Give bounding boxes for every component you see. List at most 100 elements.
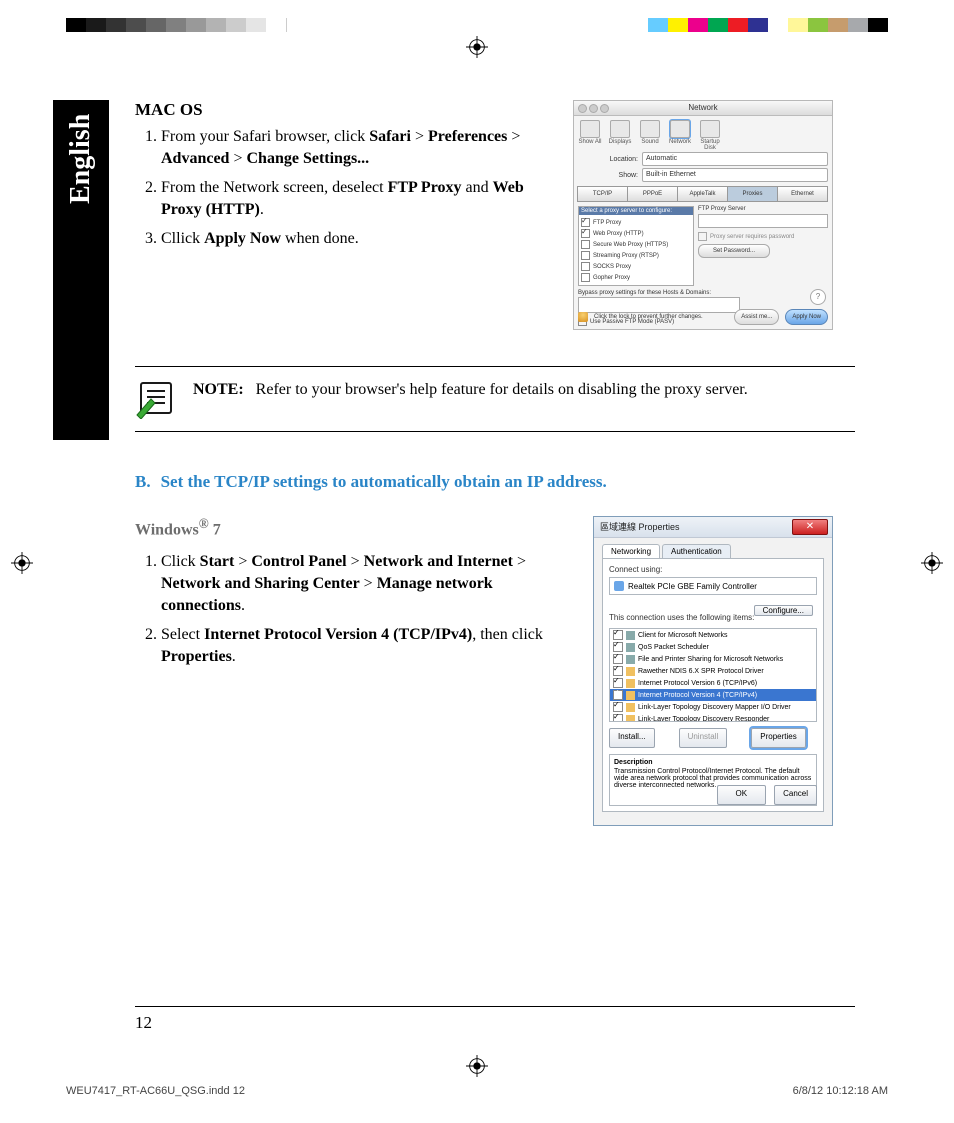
tab[interactable]: TCP/IP <box>577 186 628 202</box>
macos-heading: MAC OS <box>135 100 555 120</box>
toolbar-item[interactable]: Sound <box>638 120 662 148</box>
step-item: From the Network screen, deselect FTP Pr… <box>161 177 555 220</box>
checkbox-icon[interactable] <box>613 654 623 664</box>
checkbox-icon[interactable] <box>613 666 623 676</box>
location-label: Location: <box>578 156 638 163</box>
windows-subheading: Windows® 7 <box>135 516 575 539</box>
window-title: Network <box>688 103 717 112</box>
proxy-item[interactable]: Secure Web Proxy (HTTPS) <box>581 239 691 250</box>
swatch <box>266 18 287 32</box>
tab-authentication[interactable]: Authentication <box>662 544 731 558</box>
list-item[interactable]: Link-Layer Topology Discovery Mapper I/O… <box>610 701 816 713</box>
properties-button[interactable]: Properties <box>751 728 805 748</box>
window-title: 區域連線 Properties <box>600 522 680 532</box>
install-button[interactable]: Install... <box>609 728 655 748</box>
step-item: From your Safari browser, click Safari >… <box>161 126 555 169</box>
assist-button[interactable]: Assist me... <box>734 309 779 325</box>
list-item[interactable]: Link-Layer Topology Discovery Responder <box>610 713 816 722</box>
network-tabs: TCP/IP PPPoE AppleTalk Proxies Ethernet <box>578 186 828 202</box>
checkbox-icon[interactable] <box>613 690 623 700</box>
checkbox-icon[interactable] <box>581 229 590 238</box>
checkbox-icon[interactable] <box>581 218 590 227</box>
swatch <box>768 18 788 32</box>
checkbox-icon[interactable] <box>613 630 623 640</box>
checkbox-icon[interactable] <box>581 240 590 249</box>
list-item[interactable]: QoS Packet Scheduler <box>610 641 816 653</box>
list-item[interactable]: File and Printer Sharing for Microsoft N… <box>610 653 816 665</box>
traffic-light-icon <box>589 104 598 113</box>
pref-toolbar: Show All Displays Sound Network Startup … <box>578 120 828 148</box>
service-icon <box>626 643 635 652</box>
tab[interactable]: PPPoE <box>627 186 678 202</box>
note-icon <box>135 379 179 419</box>
adapter-combo[interactable]: Realtek PCIe GBE Family Controller <box>609 577 817 595</box>
show-select[interactable]: Built-in Ethernet <box>642 168 828 182</box>
checkbox-icon[interactable] <box>581 273 590 282</box>
proxy-item[interactable]: FTP Proxy <box>581 217 691 228</box>
macos-steps: From your Safari browser, click Safari >… <box>135 126 555 250</box>
note-label: NOTE: <box>193 381 244 398</box>
checkbox-icon[interactable] <box>613 678 623 688</box>
set-password-button[interactable]: Set Password... <box>698 244 770 258</box>
windows-steps: Click Start > Control Panel > Network an… <box>135 551 575 667</box>
close-button[interactable]: ✕ <box>792 519 828 535</box>
swatch <box>708 18 728 32</box>
proxy-password-checkbox[interactable]: Proxy server requires password <box>698 232 828 241</box>
swatch <box>828 18 848 32</box>
registration-mark-icon <box>466 1055 488 1077</box>
ok-button[interactable]: OK <box>717 785 767 805</box>
tab-networking[interactable]: Networking <box>602 544 660 558</box>
toolbar-item[interactable]: Startup Disk <box>698 120 722 148</box>
language-tab: English <box>53 100 109 440</box>
traffic-light-icon <box>578 104 587 113</box>
swatch <box>808 18 828 32</box>
list-item-selected[interactable]: Internet Protocol Version 4 (TCP/IPv4) <box>610 689 816 701</box>
windows-section: Windows® 7 Click Start > Control Panel >… <box>135 516 855 826</box>
macos-screenshot: Network Show All Displays Sound Network … <box>573 100 833 330</box>
checkbox-icon[interactable] <box>581 262 590 271</box>
toolbar-item[interactable]: Network <box>668 120 692 148</box>
checkbox-icon[interactable] <box>581 251 590 260</box>
list-item[interactable]: Client for Microsoft Networks <box>610 629 816 641</box>
bypass-label: Bypass proxy settings for these Hosts & … <box>578 290 828 296</box>
swatch <box>246 18 266 32</box>
proxy-list-header: Select a proxy server to configure: <box>579 207 693 215</box>
tab[interactable]: AppleTalk <box>677 186 728 202</box>
traffic-light-icon <box>600 104 609 113</box>
toolbar-item[interactable]: Show All <box>578 120 602 148</box>
tab[interactable]: Ethernet <box>777 186 828 202</box>
lock-icon[interactable] <box>578 312 588 322</box>
tab-active[interactable]: Proxies <box>727 186 778 202</box>
location-select[interactable]: Automatic <box>642 152 828 166</box>
registration-mark-icon <box>11 552 33 574</box>
printer-color-bar <box>66 18 888 32</box>
proxy-item[interactable]: Gopher Proxy <box>581 272 691 283</box>
help-icon[interactable]: ? <box>810 289 826 305</box>
proxy-item[interactable]: Streaming Proxy (RTSP) <box>581 250 691 261</box>
checkbox-icon[interactable] <box>613 714 623 722</box>
protocol-icon <box>626 703 635 712</box>
proxy-item[interactable]: SOCKS Proxy <box>581 261 691 272</box>
window-titlebar: Network <box>574 101 832 116</box>
swatch <box>848 18 868 32</box>
lock-text: Click the lock to prevent further change… <box>594 314 703 320</box>
toolbar-item[interactable]: Displays <box>608 120 632 148</box>
proxy-server-label: FTP Proxy Server <box>698 206 828 212</box>
checkbox-icon[interactable] <box>613 702 623 712</box>
note-text: NOTE: Refer to your browser's help featu… <box>193 379 748 401</box>
list-item[interactable]: Rawether NDIS 6.X SPR Protocol Driver <box>610 665 816 677</box>
uninstall-button[interactable]: Uninstall <box>679 728 728 748</box>
proxy-item[interactable]: Web Proxy (HTTP) <box>581 228 691 239</box>
apply-now-button[interactable]: Apply Now <box>785 309 828 325</box>
step-item: Cllick Apply Now when done. <box>161 228 555 250</box>
macos-section: MAC OS From your Safari browser, click S… <box>135 100 855 330</box>
swatch <box>106 18 126 32</box>
cancel-button[interactable]: Cancel <box>774 785 817 805</box>
description-heading: Description <box>614 759 812 766</box>
protocol-icon <box>626 715 635 723</box>
swatch <box>688 18 708 32</box>
list-item[interactable]: Internet Protocol Version 6 (TCP/IPv6) <box>610 677 816 689</box>
checkbox-icon[interactable] <box>613 642 623 652</box>
configure-button[interactable]: Configure... <box>754 605 813 616</box>
proxy-server-input[interactable] <box>698 214 828 228</box>
